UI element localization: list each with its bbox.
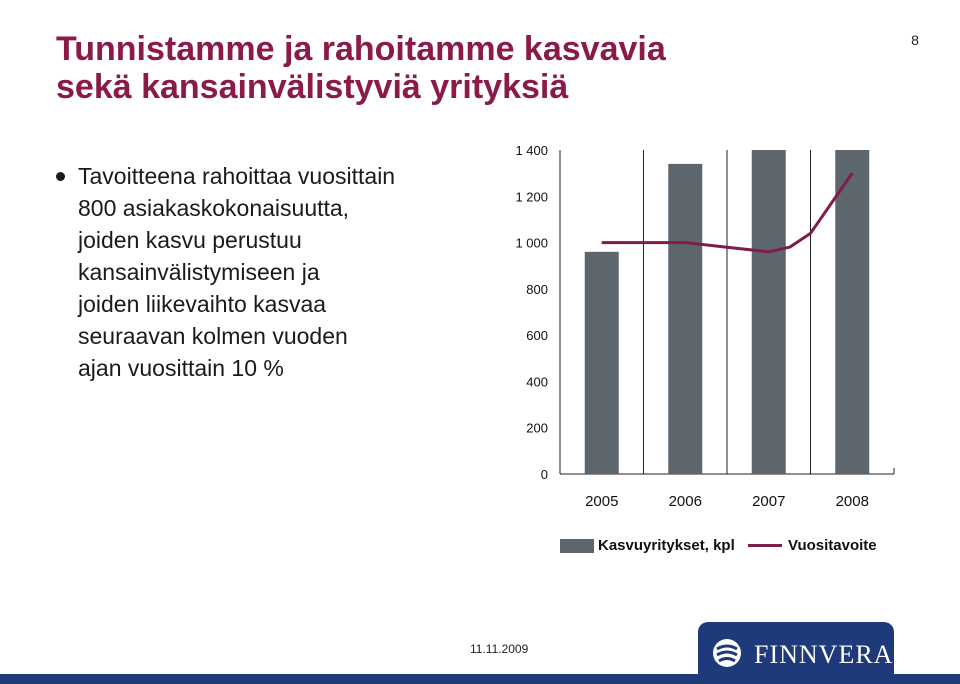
slide-title-line-1: Tunnistamme ja rahoitamme kasvavia xyxy=(56,30,666,68)
finnvera-logo: FINNVERA xyxy=(698,622,894,678)
y-tick-label: 200 xyxy=(526,421,548,436)
bar-2008 xyxy=(835,150,870,474)
y-tick-label: 400 xyxy=(526,374,548,389)
y-tick-label: 800 xyxy=(526,282,548,297)
bar-2006 xyxy=(668,163,703,474)
bullet-line: ajan vuosittain 10 % xyxy=(78,355,284,381)
bullet-dot-icon xyxy=(56,172,65,181)
legend-bar-swatch xyxy=(560,539,594,553)
y-tick-label: 1 200 xyxy=(515,189,548,204)
finnvera-wordmark: FINNVERA xyxy=(754,640,894,669)
finnvera-emblem-icon xyxy=(713,639,741,667)
legend-line-swatch xyxy=(748,544,782,547)
legend-bar-label: Kasvuyritykset, kpl xyxy=(598,537,735,554)
x-tick-label: 2006 xyxy=(669,493,702,510)
bullet-line: seuraavan kolmen vuoden xyxy=(78,323,348,349)
footer-bar xyxy=(0,674,960,684)
bullet-line: Tavoitteena rahoittaa vuosittain xyxy=(78,163,396,189)
y-tick-label: 0 xyxy=(541,467,548,482)
page-number: 8 xyxy=(911,32,919,48)
bullet-line: joiden liikevaihto kasvaa xyxy=(78,291,327,317)
footer-date: 11.11.2009 xyxy=(470,642,529,656)
legend-line-label: Vuositavoite xyxy=(788,537,877,554)
slide-title-line-2: sekä kansainvälistyviä yrityksiä xyxy=(56,68,569,106)
bar-2005 xyxy=(584,251,619,474)
bar-2007 xyxy=(751,150,786,474)
y-tick-label: 1 000 xyxy=(515,236,548,251)
y-tick-label: 600 xyxy=(526,328,548,343)
x-tick-label: 2007 xyxy=(752,493,785,510)
x-tick-label: 2005 xyxy=(585,493,618,510)
bullet-line: kansainvälistymiseen ja xyxy=(78,259,320,285)
x-tick-label: 2008 xyxy=(836,493,869,510)
bullet-line: joiden kasvu perustuu xyxy=(78,227,302,253)
slide-title: Tunnistamme ja rahoitamme kasvavia sekä … xyxy=(56,30,856,106)
bullet-text: Tavoitteena rahoittaa vuosittain 800 asi… xyxy=(78,160,468,384)
y-tick-label: 1 400 xyxy=(515,143,548,158)
line-vuositavoite xyxy=(601,172,854,254)
bullet-line: 800 asiakaskokonaisuutta, xyxy=(78,195,350,221)
